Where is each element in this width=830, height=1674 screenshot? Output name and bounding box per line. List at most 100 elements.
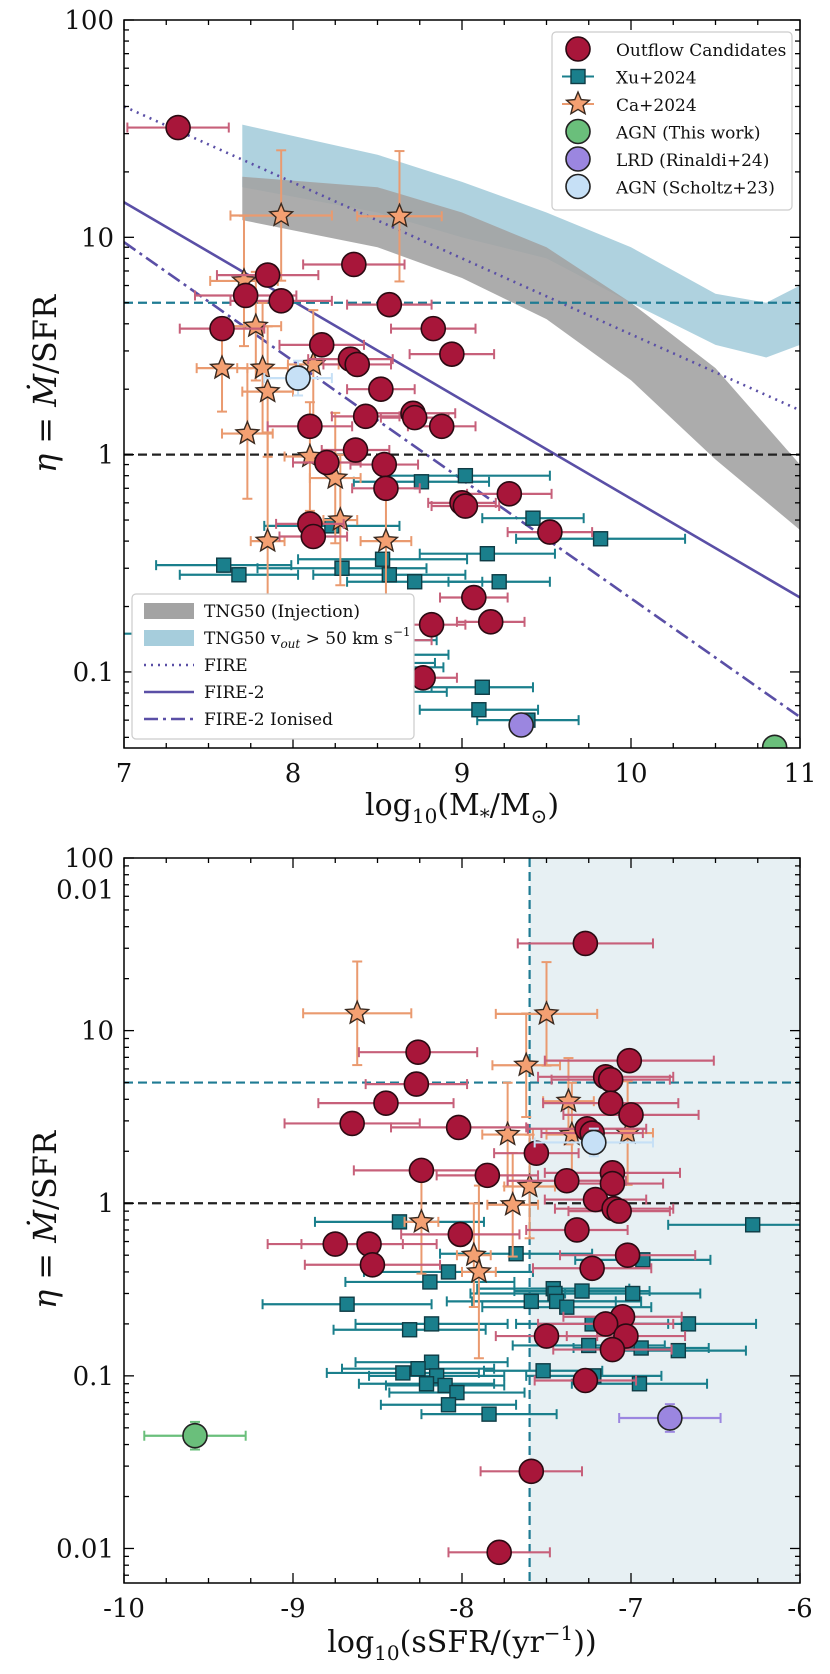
ssfr-ca2024-point: [516, 1172, 543, 1198]
ssfr-outflow-candidate-point: [408, 1157, 435, 1184]
fire2-line: [124, 201, 800, 599]
mass-outflow-candidate-point: [232, 282, 259, 309]
ssfr-xu2024-point: [559, 1299, 575, 1315]
ssfr-xu2024-point: [574, 1283, 590, 1299]
mass-ca2024-point: [254, 377, 281, 403]
mass-ca2024-point: [208, 354, 236, 380]
mass-xu2024-point: [231, 567, 247, 583]
mass-xu2024-point: [592, 531, 609, 547]
ssfr-ca2024-point: [465, 1258, 493, 1284]
mass-xu2024-point: [216, 557, 232, 573]
legend-bottom-label: FIRE-2 Ionised: [204, 710, 333, 730]
ssfr-outflow-candidate-point: [447, 1221, 474, 1248]
ssfr-xu2024-point: [523, 1293, 539, 1310]
legend-bottom-label: TNG50 vout > 50 km s−1: [204, 625, 411, 651]
ssfr-outflow-candidate-point: [618, 1102, 644, 1128]
ssfr-outflow-candidate-point: [322, 1231, 349, 1257]
legend-tng-vout-swatch: [144, 630, 194, 646]
mass-xu2024-point: [491, 574, 507, 590]
legend-text-part: TNG50 v: [204, 629, 281, 649]
mass-xu2024-point: [374, 551, 391, 567]
ssfr-outflow-candidate-point: [533, 1323, 560, 1349]
ssfr-outflow-candidate-point: [572, 1367, 599, 1394]
legend-tng-injection-swatch: [144, 603, 194, 619]
mass-panel-frame: [123, 19, 801, 749]
ssfr-outflow-candidate-point: [597, 1090, 624, 1116]
legend-outflow-marker: [565, 36, 591, 62]
mass-outflow-candidate-point: [368, 376, 394, 403]
ssfr-xu2024-point: [624, 1285, 641, 1302]
ssfr-outflow-candidate-point: [572, 930, 599, 957]
ssfr-xu2024-point: [508, 1246, 524, 1262]
mass-ca2024-point: [300, 350, 327, 376]
ssfr-outflow-candidate-point: [599, 1170, 626, 1197]
mass-ca2024-point: [386, 202, 413, 228]
legend-top-label: LRD (Rinaldi+24): [616, 151, 769, 171]
ssfr-ca2024-point: [533, 1000, 560, 1026]
mass-xu2024-point: [471, 702, 487, 718]
mass-outflow-candidate-point: [254, 262, 281, 288]
ssfr-ytick-label: 1: [97, 1189, 114, 1219]
ssfr-panel-ylabel: η = Ṁ/SFR: [26, 1130, 64, 1309]
ssfr-xu2024-point: [440, 1264, 457, 1280]
tng50-injection-band: [242, 176, 800, 530]
mass-outflow-candidate-point: [461, 584, 487, 611]
ssfr-xu2024-point: [339, 1296, 355, 1312]
mass-outflow-candidate-point: [342, 437, 369, 463]
ssfr-outflow-candidate-point: [373, 1090, 399, 1116]
legend-top-label: Ca+2024: [616, 96, 697, 116]
ssfr-agn-this-work-point: [182, 1422, 208, 1449]
mass-ca2024-point: [254, 527, 281, 553]
mass-ca2024-point: [249, 354, 276, 380]
ssfr-xu2024-point: [440, 1397, 457, 1413]
ssfr-outflow-candidate-point: [445, 1114, 472, 1141]
legend-bottom: TNG50 (Injection) TNG50 vout > 50 km s−1 F…: [131, 593, 415, 740]
mass-outflow-candidate-point: [300, 523, 327, 550]
ssfr-xu2024-point: [395, 1365, 411, 1381]
legend-ca-marker: [564, 90, 592, 116]
mass-outflow-candidate-point: [297, 413, 323, 440]
ssfr-lrd-point: [657, 1405, 683, 1431]
legend-top-label: Xu+2024: [616, 69, 697, 89]
mass-xtick-label: 11: [783, 759, 816, 789]
ssfr-xtick-label: -8: [449, 1594, 474, 1624]
mass-outflow-candidate-point: [537, 519, 563, 545]
ssfr-outflow-candidate-point: [597, 1066, 624, 1093]
ssfr-xtick-label: -9: [280, 1594, 305, 1624]
ssfr-outflow-candidate-point: [523, 1140, 550, 1166]
mass-xu2024-point: [479, 546, 496, 562]
mass-outflow-candidate-point: [313, 449, 340, 476]
legend-agn-scholtz-marker: [565, 173, 591, 200]
ssfr-ca2024-point: [513, 1051, 540, 1077]
legend-text-part: > 50 km s: [300, 629, 393, 649]
ssfr-xu2024-point: [535, 1363, 551, 1379]
ssfr-ca2024-point: [494, 1120, 521, 1146]
ssfr-outflow-candidate-point: [359, 1251, 386, 1278]
ssfr-xu2024-point: [423, 1354, 440, 1370]
ssfr-xu2024-point: [631, 1376, 648, 1392]
ssfr-outflow-candidate-point: [564, 1217, 590, 1243]
mass-xu2024-point: [381, 567, 398, 583]
ssfr-xu2024-point: [670, 1342, 687, 1359]
mass-panel-ylabel: η = Ṁ/SFR: [26, 294, 64, 473]
ssfr-outflow-candidate-point: [553, 1167, 580, 1194]
ssfr-outflow-candidate-point: [405, 1039, 431, 1065]
legend-bottom-label: FIRE-2: [204, 683, 265, 703]
ssfr-xu2024-point: [423, 1316, 440, 1332]
ssfr-outflow-candidate-point: [339, 1110, 365, 1137]
mass-lrd-point: [508, 712, 534, 738]
ssfr-outflow-candidate-point: [614, 1242, 641, 1269]
legend-agn-marker: [565, 118, 591, 145]
mass-panel: 7 8 9 10 11 0.01 0.1 1 10 100 log10(M*/M⊙) η = Ṁ/…: [26, 6, 817, 905]
ssfr-xu2024-point: [422, 1274, 438, 1290]
mass-xu2024-point: [406, 574, 423, 590]
legend-top-label: Outflow Candidates: [616, 41, 786, 61]
legend-lrd-marker: [565, 146, 591, 172]
mass-agn-scholtz-point: [285, 365, 311, 391]
legend-text-sub: out: [280, 637, 300, 651]
ssfr-xu2024-point: [633, 1340, 649, 1356]
mass-xtick-label: 9: [454, 759, 471, 789]
ssfr-panel: -10 -9 -8 -7 -6 0.01 0.1 1 10 100 log10(sSFR/(yr−…: [26, 844, 813, 1665]
mass-outflow-candidate-point: [496, 481, 523, 507]
ssfr-outflow-candidate-point: [474, 1162, 501, 1189]
